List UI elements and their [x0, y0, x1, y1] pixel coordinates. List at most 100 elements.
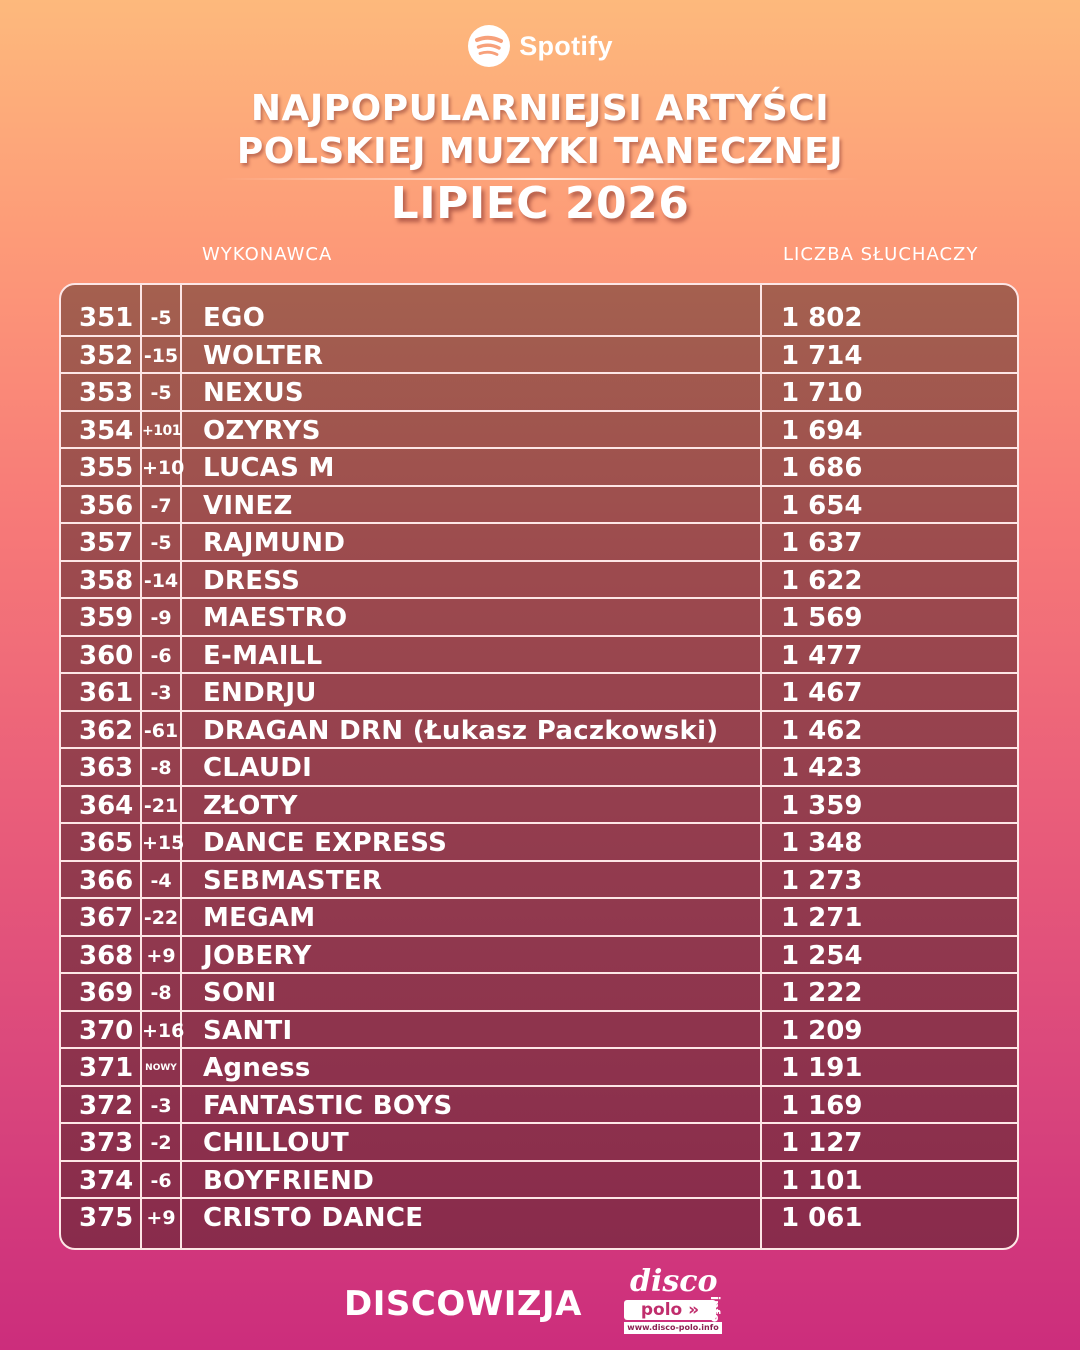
- listeners-cell: 1 467: [781, 678, 863, 708]
- rank-change-cell: -6: [150, 644, 172, 667]
- artist-cell: RAJMUND: [203, 528, 346, 558]
- artist-cell: CLAUDI: [203, 753, 313, 783]
- listeners-cell: 1 423: [781, 753, 863, 783]
- rank-cell: 360: [79, 640, 134, 671]
- listeners-cell: 1 477: [781, 640, 863, 671]
- row-divider: [61, 409, 1017, 412]
- title-line-2: POLSKIEJ MUZYKI TANECZNEJ: [236, 131, 844, 172]
- row-divider: [61, 709, 1017, 712]
- column-divider: [140, 285, 142, 1248]
- rank-cell: 373: [79, 1128, 134, 1158]
- disco-polo-logo-url: www.disco-polo.info: [624, 1322, 722, 1334]
- table-row: 364 -21 ZŁOTY 1 359: [61, 786, 1017, 824]
- rank-cell: 369: [79, 978, 134, 1008]
- rank-change-cell: -3: [150, 1094, 172, 1117]
- rank-cell: 357: [79, 528, 134, 558]
- rank-cell: 365: [79, 828, 134, 858]
- rank-cell: 359: [79, 603, 134, 633]
- listeners-cell: 1 654: [781, 490, 863, 521]
- listeners-cell: 1 710: [781, 378, 863, 408]
- artist-cell: SEBMASTER: [203, 865, 383, 896]
- listeners-cell: 1 462: [781, 715, 863, 746]
- rank-cell: 354: [79, 415, 134, 446]
- listeners-cell: 1 061: [781, 1203, 863, 1233]
- rank-change-cell: NOWY: [145, 1063, 177, 1073]
- artist-cell: ZŁOTY: [203, 790, 298, 821]
- rank-change-cell: +9: [146, 944, 176, 967]
- listeners-cell: 1 273: [781, 865, 863, 896]
- rank-change-cell: -8: [150, 982, 172, 1004]
- artist-cell: MAESTRO: [203, 603, 348, 633]
- artist-cell: VINEZ: [203, 490, 293, 521]
- rank-change-cell: -14: [143, 569, 179, 592]
- row-divider: [61, 522, 1017, 524]
- table-row: 355 +10 LUCAS M 1 686: [61, 448, 1017, 487]
- rank-change-cell: -21: [143, 794, 179, 817]
- title-period: LIPIEC 2026: [390, 178, 690, 229]
- rank-change-cell: -5: [150, 382, 172, 404]
- artist-cell: LUCAS M: [203, 453, 335, 483]
- table-row: 373 -2 CHILLOUT 1 127: [61, 1123, 1017, 1162]
- rank-change-cell: -15: [143, 344, 179, 367]
- artist-cell: FANTASTIC BOYS: [203, 1090, 453, 1121]
- listeners-cell: 1 222: [781, 978, 863, 1008]
- artist-cell: DRAGAN DRN (Łukasz Paczkowski): [203, 715, 719, 746]
- row-divider: [61, 447, 1017, 449]
- listeners-cell: 1 271: [781, 903, 863, 933]
- table-row: 357 -5 RAJMUND 1 637: [61, 523, 1017, 562]
- row-divider: [61, 1009, 1017, 1012]
- row-divider: [61, 1197, 1017, 1199]
- artist-cell: Agness: [203, 1053, 311, 1083]
- rank-change-cell: -5: [150, 307, 172, 329]
- listeners-cell: 1 169: [781, 1090, 863, 1121]
- listeners-cell: 1 127: [781, 1128, 863, 1158]
- row-divider: [61, 1084, 1017, 1087]
- artist-cell: E-MAILL: [203, 640, 323, 671]
- table-row: 356 -7 VINEZ 1 654: [61, 486, 1017, 524]
- rank-change-cell: +101: [142, 422, 181, 439]
- table-row: 371 NOWY Agness 1 191: [61, 1048, 1017, 1087]
- title-divider: [220, 178, 860, 180]
- rank-cell: 358: [79, 565, 134, 596]
- artist-cell: JOBERY: [203, 940, 312, 971]
- rank-cell: 363: [79, 753, 134, 783]
- table-row: 363 -8 CLAUDI 1 423: [61, 748, 1017, 787]
- rank-change-cell: -22: [143, 907, 179, 929]
- row-divider: [61, 372, 1017, 374]
- row-divider: [61, 559, 1017, 562]
- artist-cell: NEXUS: [203, 378, 304, 408]
- rank-change-cell: +16: [142, 1019, 185, 1042]
- artist-cell: SONI: [203, 978, 277, 1008]
- row-divider: [61, 784, 1017, 787]
- artist-cell: DRESS: [203, 565, 301, 596]
- table-row: 362 -61 DRAGAN DRN (Łukasz Paczkowski) 1 46…: [61, 711, 1017, 749]
- row-divider: [61, 822, 1017, 824]
- listeners-cell: 1 191: [781, 1053, 863, 1083]
- row-divider: [61, 747, 1017, 749]
- rank-change-cell: -2: [150, 1132, 172, 1154]
- artist-cell: OZYRYS: [203, 415, 321, 446]
- column-divider: [180, 285, 182, 1248]
- listeners-cell: 1 714: [781, 340, 863, 371]
- listeners-cell: 1 694: [781, 415, 863, 446]
- rank-cell: 368: [79, 940, 134, 971]
- table-row: 351 -5 EGO 1 802: [61, 298, 1017, 337]
- artist-cell: BOYFRIEND: [203, 1165, 375, 1196]
- artist-cell: CRISTO DANCE: [203, 1203, 424, 1233]
- rank-cell: 351: [79, 303, 134, 333]
- rank-change-cell: -8: [150, 757, 172, 779]
- row-divider: [61, 1047, 1017, 1049]
- listeners-cell: 1 637: [781, 528, 863, 558]
- table-row: 360 -6 E-MAILL 1 477: [61, 636, 1017, 674]
- rank-cell: 367: [79, 903, 134, 933]
- rank-change-cell: -61: [143, 719, 179, 742]
- column-header-listeners: LICZBA SŁUCHACZY: [783, 244, 979, 265]
- rank-change-cell: -3: [150, 682, 172, 704]
- column-header-artist: WYKONAWCA: [202, 244, 333, 265]
- ranking-table: 351 -5 EGO 1 802 352 -15 WOLTER 1 714 353 -5 NEXUS…: [59, 283, 1019, 1250]
- table-row: 359 -9 MAESTRO 1 569: [61, 598, 1017, 637]
- table-row: 372 -3 FANTASTIC BOYS 1 169: [61, 1086, 1017, 1124]
- discowizja-logo: DISCOWIZJA: [344, 1284, 582, 1324]
- listeners-cell: 1 802: [781, 303, 863, 333]
- listeners-cell: 1 209: [781, 1015, 863, 1046]
